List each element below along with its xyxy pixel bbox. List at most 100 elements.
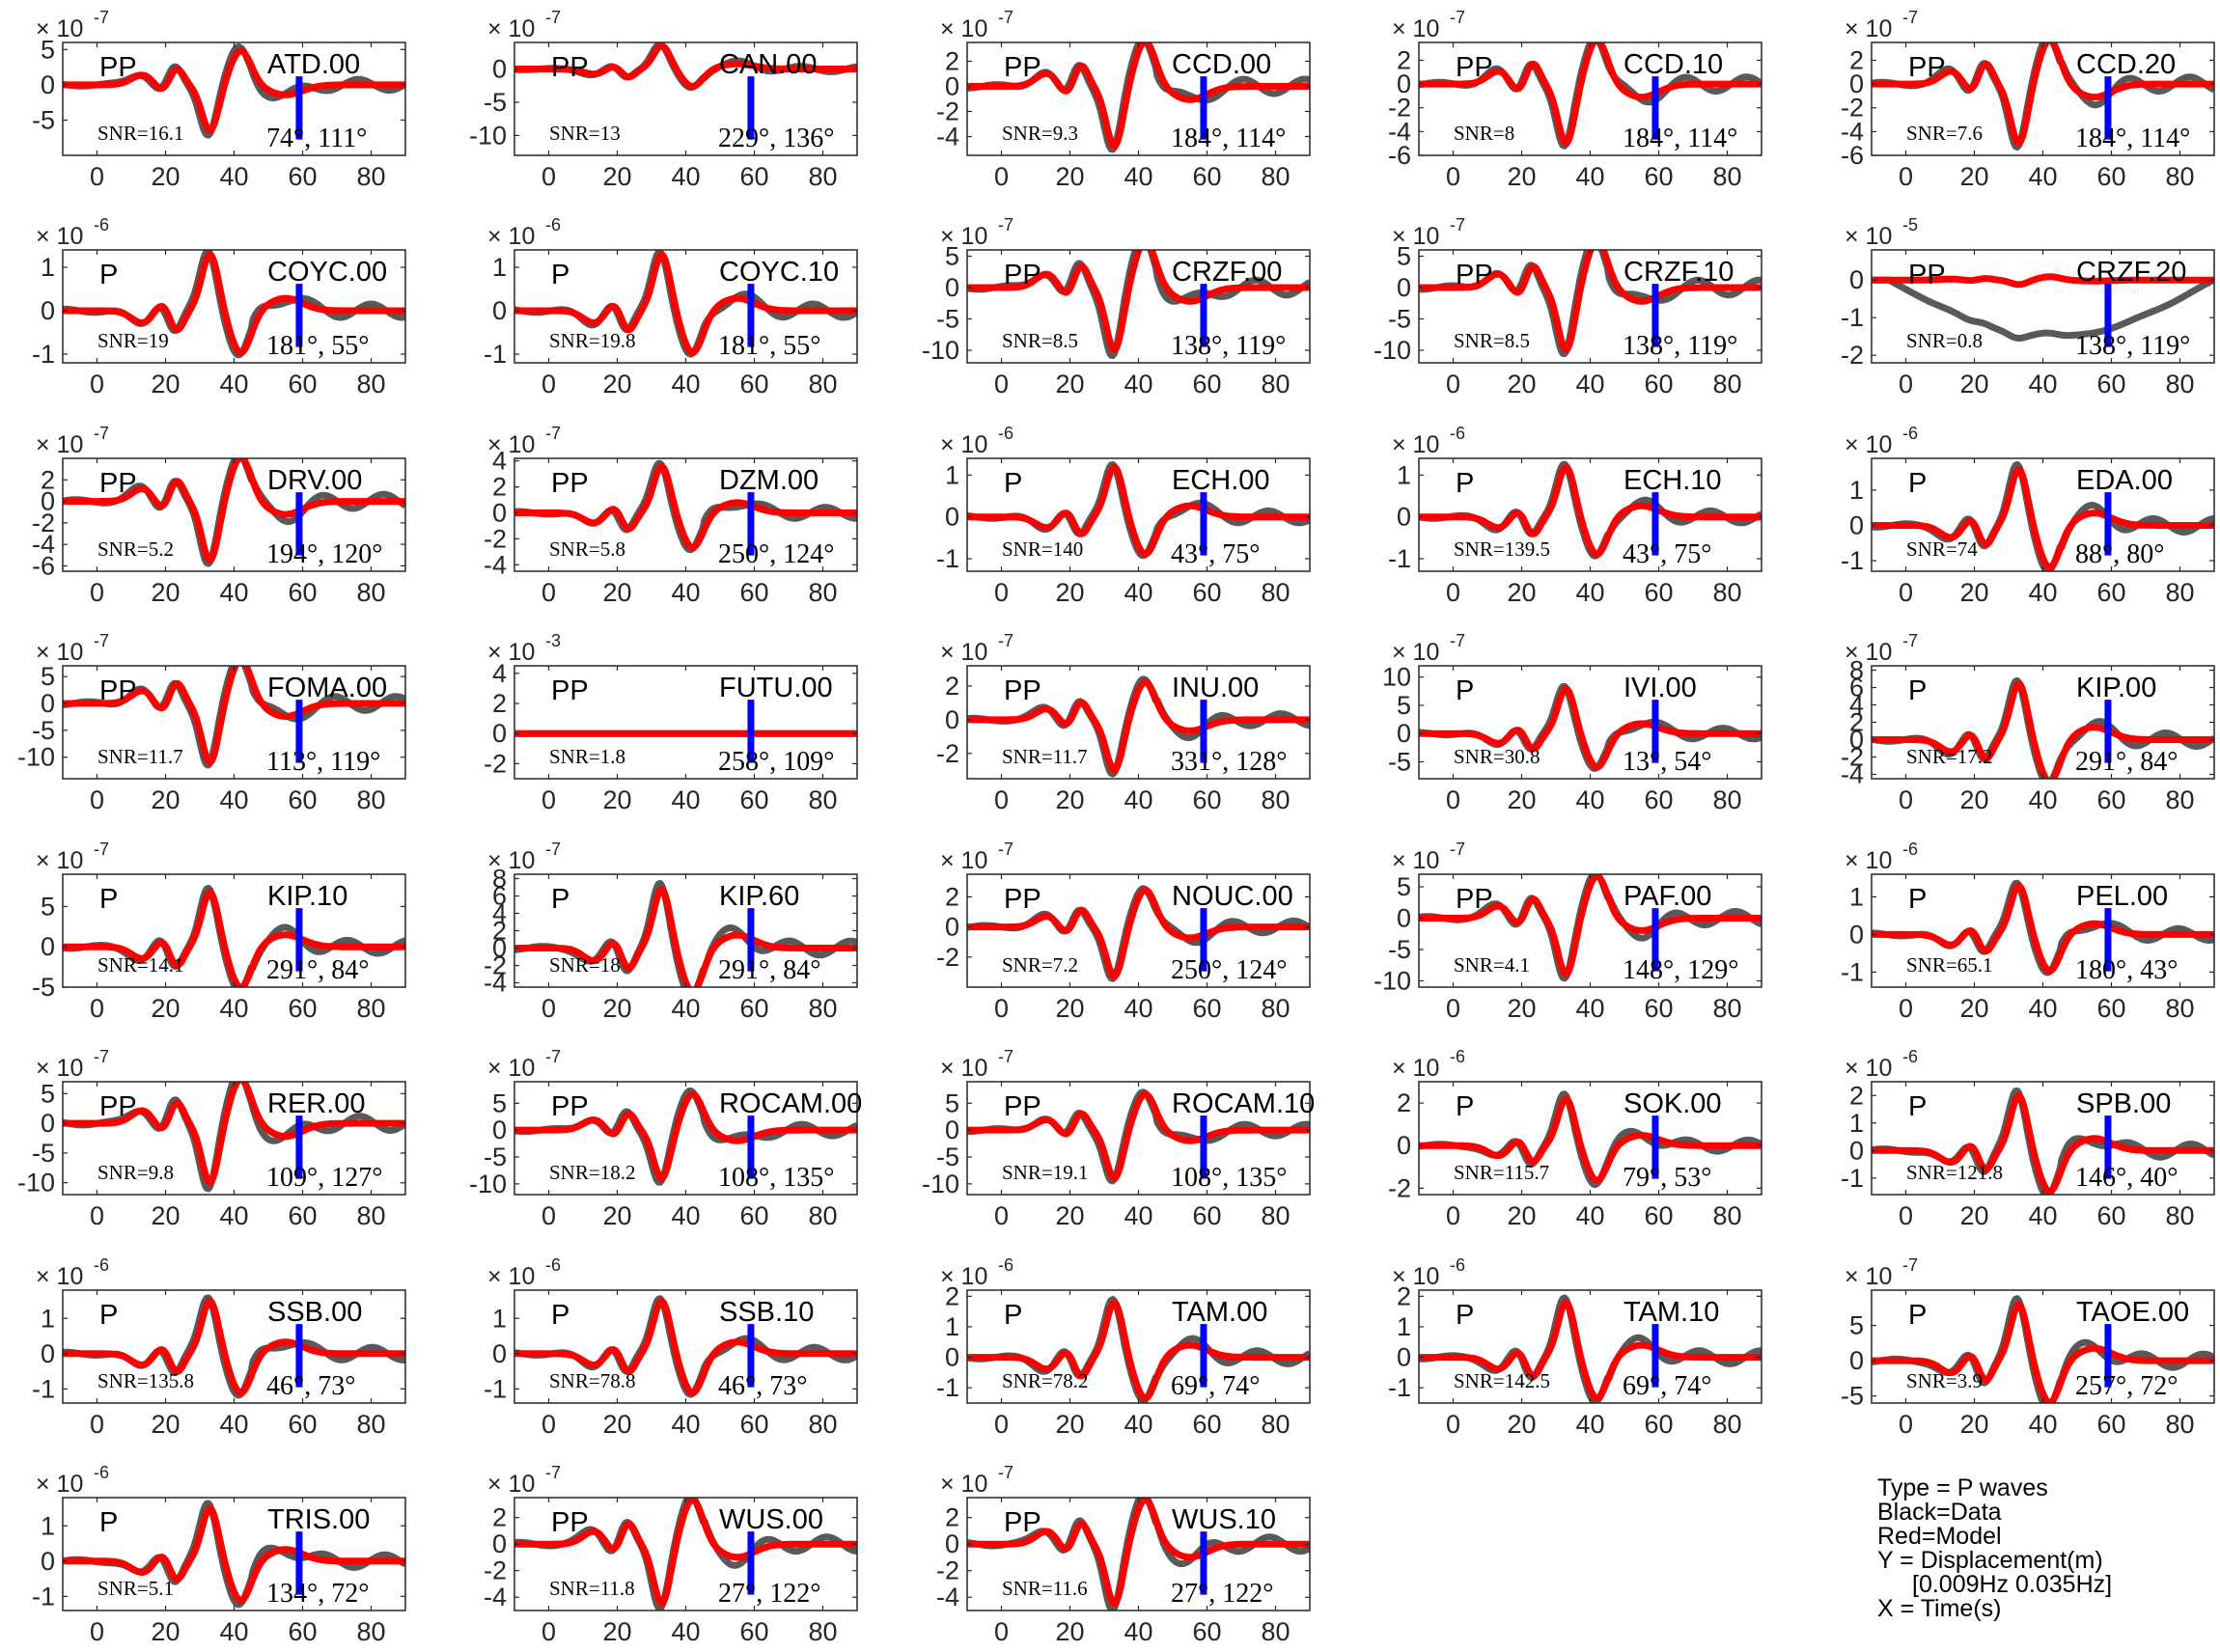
x-tick-label: 60 bbox=[288, 370, 317, 399]
azimuth-label: 27°, 122° bbox=[718, 1579, 820, 1609]
snr-label: SNR=7.6 bbox=[1906, 122, 1983, 145]
x-tick-label: 80 bbox=[1712, 370, 1741, 399]
panel-ech-00: 0 20 40 60 80 -1 0 1× 10 -6 P ECH.00 SNR=140 43°, 75… bbox=[936, 424, 1311, 607]
y-tick-label: 5 bbox=[41, 662, 55, 691]
station-label: INU.00 bbox=[1172, 673, 1259, 703]
x-tick-label: 60 bbox=[288, 162, 317, 191]
y-tick-label: -6 bbox=[32, 551, 55, 580]
x-tick-label: 60 bbox=[1644, 1201, 1673, 1230]
x-tick-label: 20 bbox=[1055, 162, 1084, 191]
phase-label: PP bbox=[1004, 675, 1041, 706]
x-tick-label: 20 bbox=[1507, 370, 1536, 399]
y-tick-label: 2 bbox=[492, 689, 507, 718]
x-tick-label: 40 bbox=[2028, 162, 2057, 191]
y-tick-label: -4 bbox=[484, 1583, 507, 1611]
y-tick-label: 0 bbox=[492, 719, 507, 748]
station-label: ECH.10 bbox=[1623, 465, 1722, 496]
phase-label: P bbox=[1908, 675, 1927, 706]
x-tick-label: 20 bbox=[151, 578, 180, 607]
y-tick-label: -5 bbox=[32, 105, 55, 134]
y-exponent-power: -7 bbox=[94, 424, 109, 443]
x-tick-label: 80 bbox=[1261, 785, 1290, 814]
phase-label: PP bbox=[99, 675, 137, 706]
model-trace bbox=[63, 47, 405, 134]
snr-label: SNR=9.8 bbox=[97, 1161, 174, 1184]
x-tick-label: 60 bbox=[739, 994, 768, 1023]
x-tick-label: 80 bbox=[808, 1410, 837, 1439]
snr-label: SNR=65.1 bbox=[1906, 953, 1992, 977]
model-trace bbox=[967, 42, 1310, 150]
panel-taoe-00: 0 20 40 60 80 -5 0 5 × 10 -7 P TAOE.00 SNR=3.9 257°, … bbox=[1841, 1255, 2215, 1439]
station-label: IVI.00 bbox=[1623, 673, 1697, 703]
y-tick-label: -1 bbox=[32, 1374, 55, 1403]
x-tick-label: 40 bbox=[1575, 1410, 1604, 1439]
y-exponent-power: -7 bbox=[545, 8, 561, 27]
x-tick-label: 60 bbox=[1644, 994, 1673, 1023]
y-tick-label: 0 bbox=[41, 689, 55, 718]
y-tick-label: 5 bbox=[492, 1088, 507, 1117]
panel-coyc-00: 0 20 40 60 80 -1 0 1 × 10 -6 P COYC.00 SNR=19 181°, 5… bbox=[32, 215, 406, 399]
y-tick-label: -1 bbox=[1841, 1164, 1864, 1193]
x-tick-label: 20 bbox=[1507, 785, 1536, 814]
phase-label: PP bbox=[1456, 52, 1493, 83]
azimuth-label: 291°, 84° bbox=[2075, 747, 2178, 777]
station-label: CCD.10 bbox=[1623, 49, 1723, 80]
y-exponent-label: × 10 bbox=[487, 847, 535, 874]
y-tick-label: -2 bbox=[936, 739, 959, 768]
x-tick-label: 40 bbox=[671, 578, 700, 607]
x-tick-label: 20 bbox=[151, 785, 180, 814]
y-exponent-label: × 10 bbox=[36, 1471, 83, 1498]
x-tick-label: 60 bbox=[1192, 370, 1221, 399]
phase-label: PP bbox=[99, 1091, 137, 1122]
y-tick-label: -5 bbox=[1388, 935, 1411, 964]
phase-label: P bbox=[1908, 468, 1927, 499]
model-trace bbox=[514, 1090, 857, 1182]
x-tick-label: 40 bbox=[219, 1617, 248, 1646]
x-tick-label: 40 bbox=[1124, 1617, 1152, 1646]
x-tick-label: 40 bbox=[219, 785, 248, 814]
y-tick-label: 2 bbox=[1397, 1281, 1411, 1310]
x-tick-label: 20 bbox=[1507, 162, 1536, 191]
x-tick-label: 60 bbox=[739, 1201, 768, 1230]
azimuth-label: 257°, 72° bbox=[2075, 1371, 2178, 1401]
y-exponent-power: -6 bbox=[94, 215, 109, 234]
phase-label: PP bbox=[551, 52, 589, 83]
x-tick-label: 60 bbox=[288, 994, 317, 1023]
y-tick-label: 0 bbox=[945, 913, 959, 942]
azimuth-label: 184°, 114° bbox=[1171, 124, 1286, 153]
station-label: ROCAM.00 bbox=[719, 1088, 862, 1119]
x-tick-label: 60 bbox=[739, 162, 768, 191]
x-tick-label: 80 bbox=[356, 785, 385, 814]
x-tick-label: 40 bbox=[2028, 785, 2057, 814]
y-exponent-label: × 10 bbox=[36, 1263, 83, 1290]
x-tick-label: 40 bbox=[671, 1617, 700, 1646]
snr-label: SNR=18.2 bbox=[549, 1161, 635, 1184]
snr-label: SNR=5.1 bbox=[97, 1577, 174, 1600]
x-tick-label: 0 bbox=[994, 785, 1009, 814]
y-tick-label: 0 bbox=[945, 273, 959, 302]
y-tick-label: 0 bbox=[41, 296, 55, 325]
snr-label: SNR=30.8 bbox=[1454, 745, 1540, 768]
y-tick-label: 0 bbox=[41, 1547, 55, 1576]
y-exponent-label: × 10 bbox=[36, 431, 83, 458]
station-label: TAOE.00 bbox=[2076, 1297, 2189, 1328]
x-tick-label: 20 bbox=[151, 162, 180, 191]
panel-atd-00: 0 20 40 60 80 -5 0 5× 10 -7 PP ATD.00 SNR=16.1 74°, … bbox=[32, 8, 406, 191]
y-tick-label: -10 bbox=[922, 336, 959, 365]
y-tick-label: 0 bbox=[492, 1115, 507, 1144]
x-tick-label: 60 bbox=[1192, 1201, 1221, 1230]
y-tick-label: -1 bbox=[1841, 546, 1864, 575]
x-tick-label: 60 bbox=[1644, 578, 1673, 607]
y-exponent-label: × 10 bbox=[1845, 1263, 1892, 1290]
y-exponent-power: -7 bbox=[545, 1047, 561, 1066]
snr-label: SNR=7.2 bbox=[1002, 953, 1078, 977]
x-tick-label: 40 bbox=[1124, 994, 1152, 1023]
model-trace bbox=[514, 462, 857, 551]
station-label: TRIS.00 bbox=[267, 1504, 370, 1535]
panel-kip-10: 0 20 40 60 80 -5 0 5 × 10 -7 P KIP.10 SNR=14.1 291°, … bbox=[32, 840, 406, 1023]
